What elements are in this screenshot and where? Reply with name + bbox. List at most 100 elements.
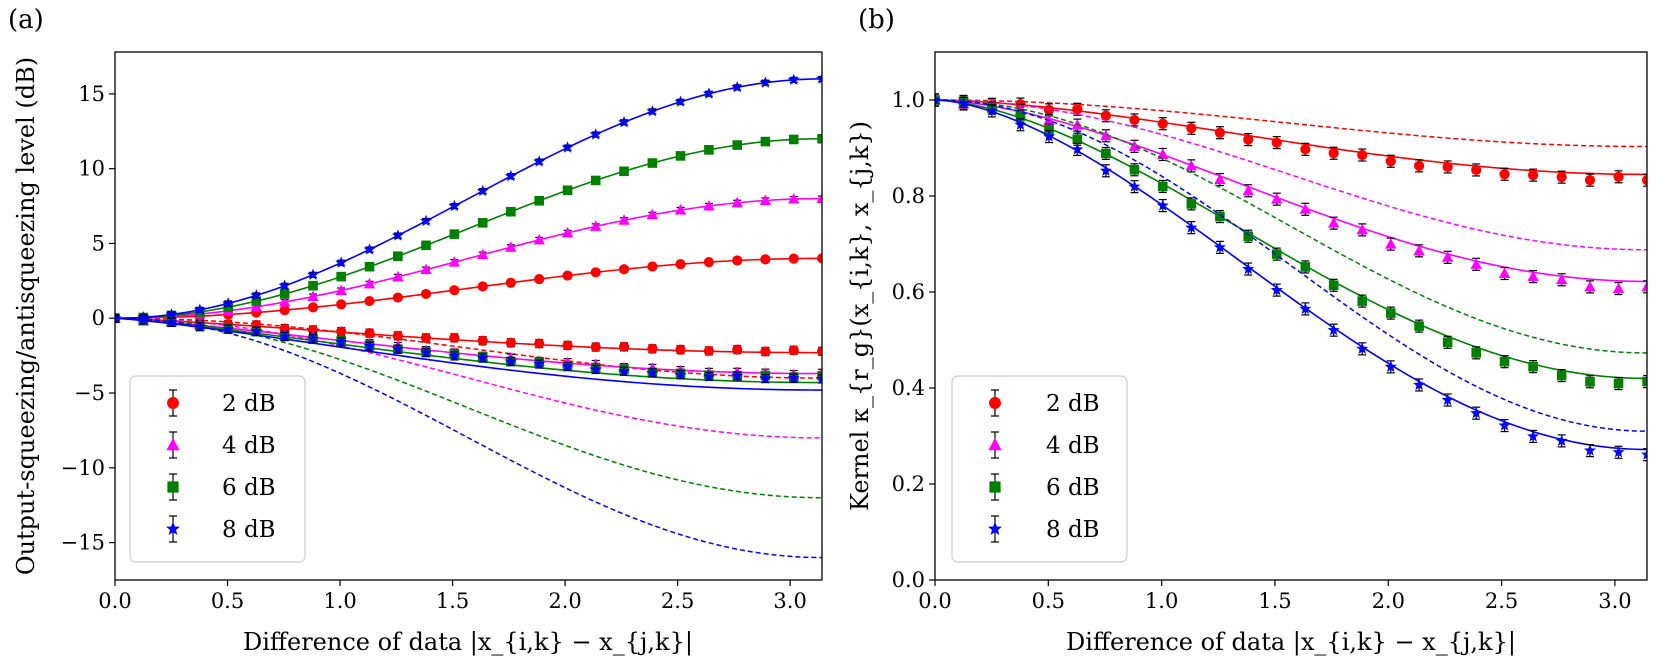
data-point-antisqueezing [816, 253, 822, 264]
data-point-squeezing [392, 330, 403, 341]
data-point-kernel [1613, 378, 1624, 389]
data-point-kernel [1271, 137, 1282, 148]
data-point-kernel [1442, 337, 1453, 348]
data-point-kernel [1327, 323, 1340, 336]
data-point-squeezing [702, 370, 715, 382]
data-point-squeezing [674, 368, 687, 380]
data-point-kernel [1612, 282, 1625, 294]
legend-b-frame [951, 375, 1128, 563]
data-point-squeezing [816, 346, 822, 357]
data-point-kernel [1357, 296, 1368, 306]
data-point-antisqueezing [674, 95, 687, 107]
ideal-squeezing-curve [115, 317, 822, 439]
data-point-squeezing [391, 342, 404, 355]
legend-b-entry-2: 4 dB [988, 431, 1100, 459]
data-point-antisqueezing [704, 145, 714, 155]
data-point-kernel [1157, 118, 1168, 129]
data-point-kernel [1356, 342, 1369, 354]
data-point-antisqueezing [533, 155, 546, 167]
data-point-antisqueezing [363, 243, 376, 255]
data-point-kernel [1555, 273, 1568, 285]
data-point-kernel [1186, 199, 1197, 209]
legend-marker [988, 521, 1002, 535]
data-point-kernel [1328, 280, 1339, 291]
series-2-db [935, 93, 1647, 187]
x-tick-label: 0.5 [211, 589, 244, 613]
data-point-kernel [1471, 164, 1482, 176]
data-point-squeezing [420, 346, 432, 358]
data-point-antisqueezing [391, 229, 404, 241]
data-point-kernel [1528, 361, 1538, 372]
legend-a-entry-2: 4 dB [166, 431, 276, 459]
data-point-kernel [1214, 127, 1225, 138]
data-point-kernel [1270, 283, 1283, 296]
legend-a-entry-4: 8 dB [166, 515, 276, 543]
data-point-antisqueezing [420, 263, 432, 275]
data-point-antisqueezing [336, 271, 346, 282]
data-point-antisqueezing [279, 289, 290, 299]
data-point-antisqueezing [675, 259, 686, 270]
y-tick-label: 5 [92, 231, 105, 255]
data-point-antisqueezing [759, 194, 772, 205]
data-point-antisqueezing [307, 302, 319, 313]
data-point-squeezing [646, 366, 659, 379]
data-point-antisqueezing [250, 300, 263, 312]
data-point-squeezing [165, 316, 178, 328]
data-point-kernel [1442, 161, 1453, 173]
data-point-kernel [1641, 448, 1647, 460]
x-tick-label: 0.5 [1032, 589, 1065, 613]
panel-a-label: (a) [8, 5, 44, 35]
fit-kernel-curve [935, 99, 1647, 283]
data-point-squeezing [732, 344, 743, 355]
data-point-antisqueezing [363, 277, 376, 289]
data-point-antisqueezing [647, 261, 658, 272]
y-tick-label: 10 [78, 157, 105, 181]
data-point-squeezing [476, 351, 489, 364]
y-tick-label: 0.6 [892, 280, 925, 304]
ideal-kernel-curve [935, 99, 1647, 148]
data-point-kernel [1299, 203, 1312, 214]
x-tick-label: 1.0 [323, 589, 356, 613]
data-point-kernel [1585, 376, 1595, 387]
data-point-kernel [1498, 419, 1511, 431]
data-point-antisqueezing [647, 158, 658, 168]
data-point-antisqueezing [646, 105, 659, 117]
data-point-kernel [1128, 140, 1141, 151]
data-point-antisqueezing [477, 248, 489, 260]
legend-b-entry-4: 8 dB [988, 515, 1100, 543]
data-point-antisqueezing [618, 214, 630, 225]
legend-label: 4 dB [222, 433, 276, 459]
fit-kernel-curve [935, 99, 1647, 451]
y-tick-label: 0.8 [892, 184, 925, 208]
x-tick-label: 1.0 [1145, 589, 1178, 613]
data-point-kernel [1129, 164, 1140, 175]
data-point-antisqueezing [561, 226, 574, 238]
data-point-squeezing [759, 372, 772, 384]
legend-marker [989, 397, 1001, 409]
data-point-kernel [1357, 149, 1368, 161]
antisqueezing-curve [115, 78, 822, 320]
legend-label: 8 dB [222, 517, 276, 543]
y-tick-label: 0.4 [892, 376, 925, 400]
data-point-squeezing [589, 363, 602, 375]
data-point-antisqueezing [702, 87, 715, 99]
data-point-antisqueezing [759, 76, 772, 88]
data-point-kernel [1642, 376, 1647, 387]
data-point-kernel [957, 97, 970, 109]
error-bar [1643, 448, 1647, 462]
data-point-antisqueezing [788, 193, 800, 204]
legend-label: 2 dB [222, 391, 276, 417]
x-ticks-b: 0.0 0.5 1.0 1.5 2.0 2.5 3.0 [918, 580, 1632, 613]
data-point-kernel [1213, 241, 1226, 253]
data-point-antisqueezing [477, 218, 488, 228]
data-point-antisqueezing [307, 268, 320, 280]
data-point-antisqueezing [448, 256, 461, 267]
data-point-kernel [1072, 104, 1083, 115]
data-point-kernel [1641, 281, 1647, 292]
data-point-kernel [1100, 129, 1112, 141]
data-point-antisqueezing [250, 289, 263, 301]
y-tick-label: 15 [78, 82, 105, 106]
data-point-kernel [1414, 321, 1424, 331]
data-point-antisqueezing [421, 240, 431, 251]
